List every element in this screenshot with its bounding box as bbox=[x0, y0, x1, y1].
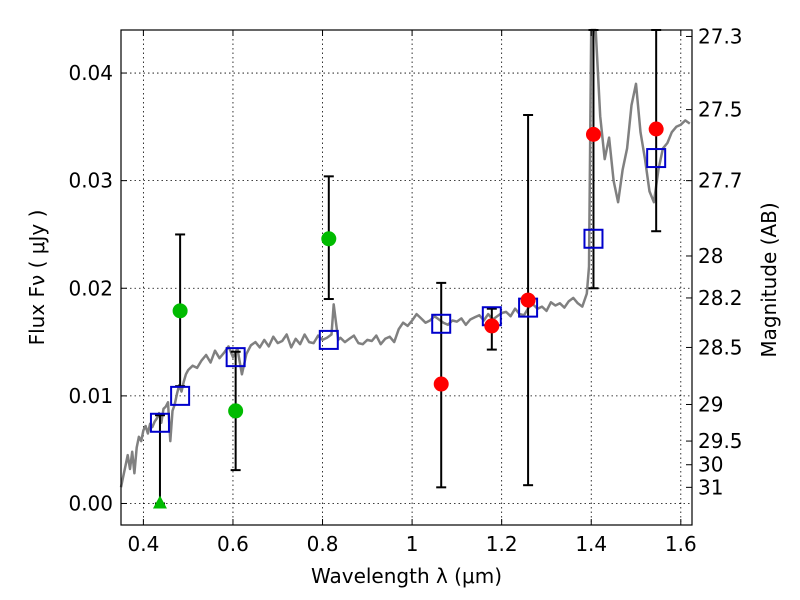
x-tick-label: 1.2 bbox=[486, 532, 518, 556]
model-photometry-square bbox=[170, 385, 191, 406]
model-photometry-square bbox=[149, 412, 170, 433]
model-photometry-square bbox=[225, 347, 246, 368]
y2-tick-label: 27.7 bbox=[698, 169, 743, 193]
nir-photometry-point bbox=[433, 376, 449, 392]
x-tick-label: 1 bbox=[406, 532, 419, 556]
y2-tick-label: 27.3 bbox=[698, 24, 743, 48]
y-tick-label: 0.00 bbox=[68, 491, 113, 515]
model-photometry-square bbox=[646, 148, 667, 169]
y2-tick-label: 27.5 bbox=[698, 98, 743, 122]
y2-tick-label: 28.2 bbox=[698, 286, 743, 310]
nir-photometry-point bbox=[520, 292, 536, 308]
axis-ticks: 0.4 0.6 0.8 1 1.2 1.4 1.6 0.00 0.01 0.02 0.03 0.04 2… bbox=[68, 24, 742, 556]
y2-axis-label: Magnitude (AB) bbox=[757, 202, 781, 357]
y-axis-label: Flux Fν ( μJy ) bbox=[25, 210, 49, 346]
x-tick-label: 0.8 bbox=[307, 532, 339, 556]
y-tick-label: 0.02 bbox=[68, 276, 113, 300]
model-photometry-square bbox=[318, 329, 339, 350]
upper-limit-triangle bbox=[152, 495, 167, 509]
x-tick-label: 1.4 bbox=[575, 532, 607, 556]
model-photometry-square bbox=[431, 313, 452, 334]
model-spectrum-line bbox=[119, 28, 691, 488]
model-photometry-square bbox=[583, 228, 604, 249]
nir-photometry-point bbox=[585, 126, 601, 142]
y2-tick-label: 31 bbox=[698, 475, 723, 499]
x-axis-label: Wavelength λ (μm) bbox=[311, 564, 502, 588]
x-tick-label: 0.6 bbox=[217, 532, 249, 556]
data-markers bbox=[149, 121, 667, 509]
y-tick-label: 0.03 bbox=[68, 169, 113, 193]
y2-tick-label: 30 bbox=[698, 453, 723, 477]
model-spectrum-layer bbox=[119, 28, 691, 488]
x-tick-label: 0.4 bbox=[127, 532, 159, 556]
axis-labels: Wavelength λ (μm) Flux Fν ( μJy ) Magnit… bbox=[25, 202, 781, 588]
grid bbox=[121, 30, 692, 525]
nir-photometry-point bbox=[484, 318, 500, 334]
y2-tick-label: 29 bbox=[698, 392, 723, 416]
optical-photometry-point bbox=[321, 231, 337, 247]
x-tick-label: 1.6 bbox=[665, 532, 697, 556]
optical-photometry-point bbox=[228, 403, 244, 419]
y-tick-label: 0.04 bbox=[68, 61, 113, 85]
y2-tick-label: 28 bbox=[698, 244, 723, 268]
y2-tick-label: 28.5 bbox=[698, 335, 743, 359]
y-tick-label: 0.01 bbox=[68, 384, 113, 408]
optical-photometry-point bbox=[172, 303, 188, 319]
y2-tick-label: 29.5 bbox=[698, 429, 743, 453]
nir-photometry-point bbox=[648, 121, 664, 137]
plot-frame bbox=[120, 29, 693, 526]
